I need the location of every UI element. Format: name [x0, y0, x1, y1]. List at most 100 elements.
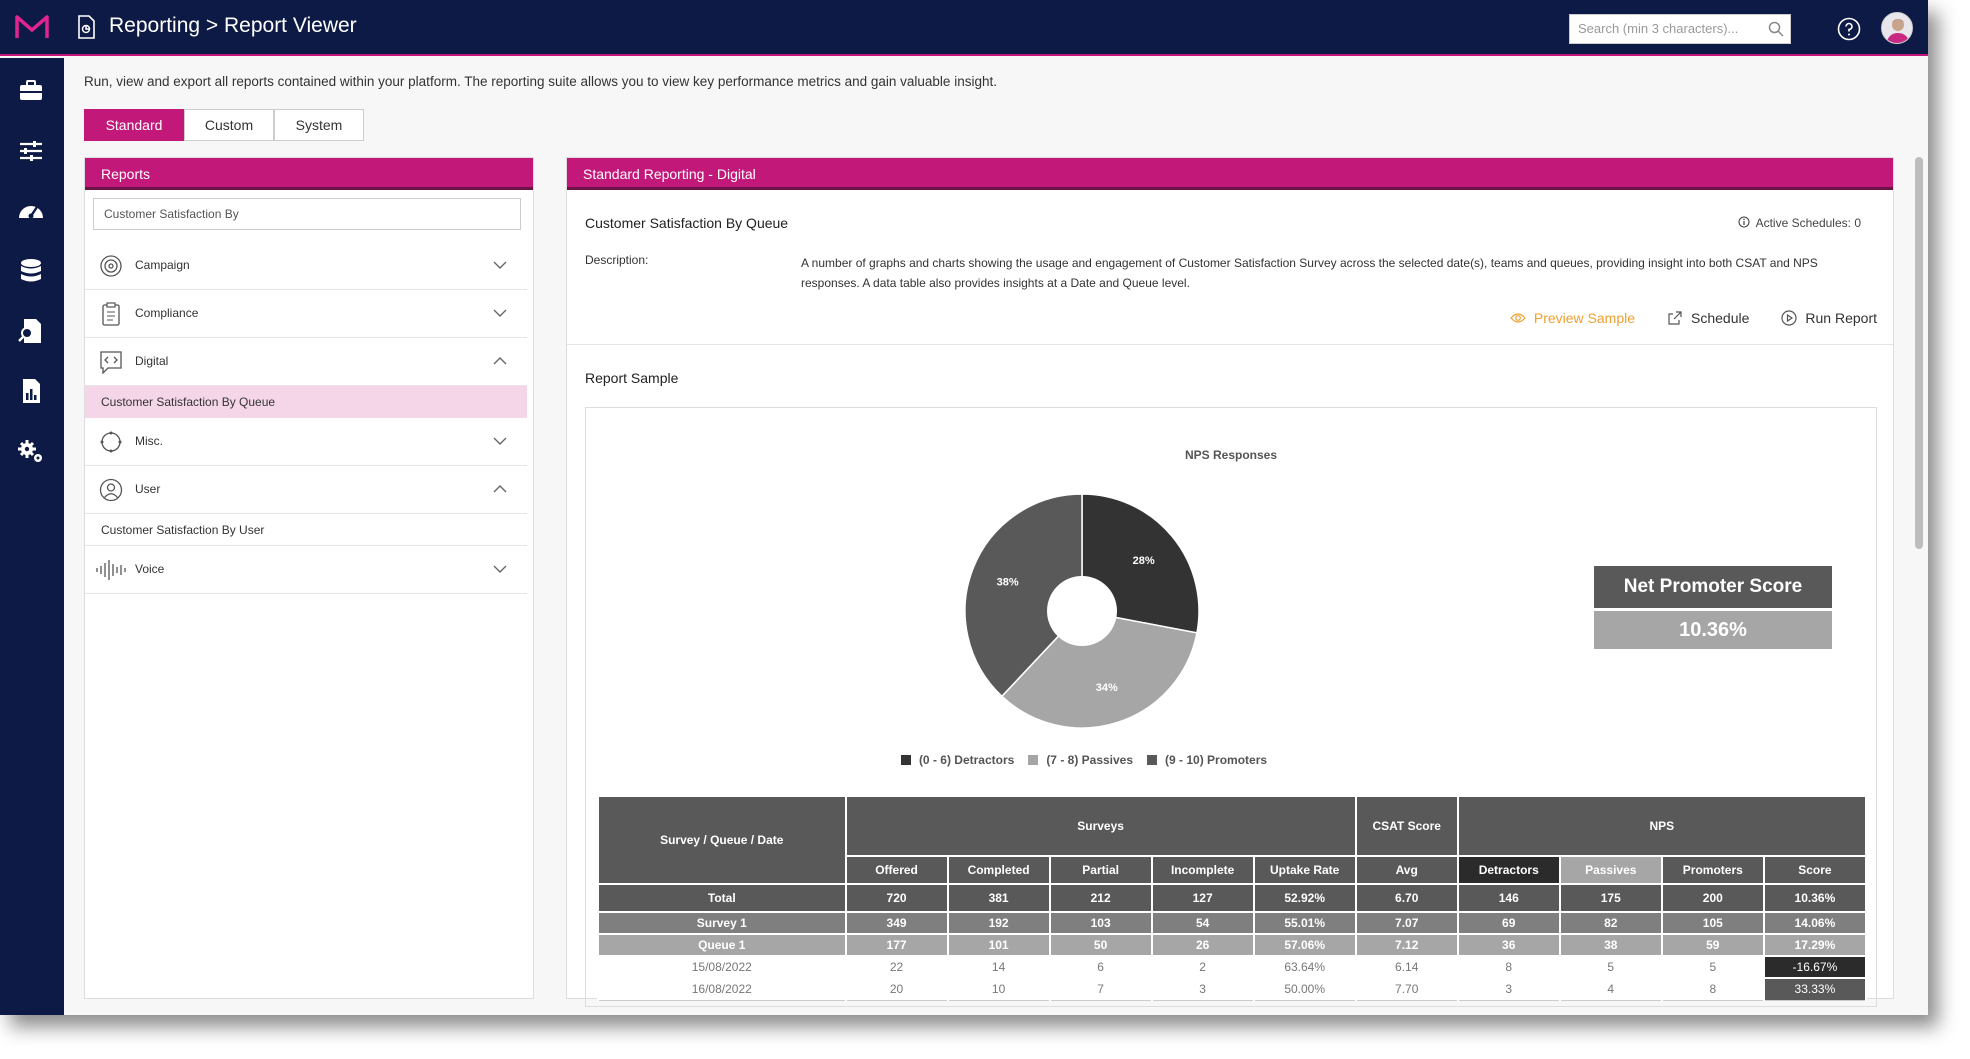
column-header: Incomplete — [1150, 855, 1255, 885]
row-label-cell: 15/08/2022 — [597, 955, 847, 979]
report-type-tabs: Standard Custom System — [84, 109, 364, 141]
table-cell: 20 — [844, 977, 949, 1001]
settings-gears-icon[interactable] — [16, 436, 46, 466]
help-icon[interactable] — [1837, 17, 1861, 41]
report-search-input[interactable]: Customer Satisfaction By — [93, 198, 521, 230]
table-cell: 146 — [1456, 883, 1561, 913]
table-cell: 7 — [1048, 977, 1153, 1001]
table-cell: 17.29% — [1762, 933, 1868, 957]
column-header: Partial — [1048, 855, 1153, 885]
chevron-down-icon[interactable] — [493, 260, 507, 270]
target-icon — [100, 255, 122, 277]
table-cell: 381 — [946, 883, 1051, 913]
vertical-scrollbar[interactable] — [1915, 157, 1923, 549]
table-cell: 38 — [1558, 933, 1663, 957]
table-cell: 26 — [1150, 933, 1255, 957]
active-schedules-text: Active Schedules: 0 — [1755, 216, 1861, 230]
report-actions: Preview Sample Schedule Run Report — [1510, 310, 1877, 326]
tab-system[interactable]: System — [274, 109, 364, 141]
legend-swatch — [1147, 755, 1158, 765]
external-link-icon — [1668, 311, 1682, 325]
report-name: Customer Satisfaction By Queue — [585, 215, 789, 231]
pie-slice — [964, 493, 1083, 698]
table-cell: 101 — [946, 933, 1051, 957]
chevron-down-icon[interactable] — [493, 564, 507, 574]
pie-data-label: 34% — [1096, 682, 1118, 694]
column-header: Completed — [946, 855, 1051, 885]
schedule-button[interactable]: Schedule — [1667, 310, 1749, 326]
legend-swatch — [1028, 755, 1039, 765]
table-cell: 3 — [1150, 977, 1255, 1001]
column-header: Avg — [1354, 855, 1459, 885]
avatar-image — [1882, 13, 1912, 43]
category-label: Compliance — [135, 306, 199, 320]
tab-standard[interactable]: Standard — [84, 109, 184, 141]
table-cell: 14.06% — [1762, 911, 1868, 935]
table-cell: 7.70 — [1354, 977, 1459, 1001]
table-cell: 200 — [1660, 883, 1765, 913]
preview-sample-button[interactable]: Preview Sample — [1510, 310, 1635, 326]
dashboard-gauge-icon[interactable] — [16, 196, 46, 226]
info-icon — [1738, 216, 1750, 228]
table-cell: -16.67% — [1762, 955, 1868, 979]
reports-panel-title: Reports — [85, 158, 533, 190]
table-row-date: 15/08/2022 22 14 6 2 63.64% 6.14 8 5 5 -16.67% — [597, 955, 1868, 979]
database-icon[interactable] — [16, 256, 46, 286]
report-item-customer-satisfaction-by-user[interactable]: Customer Satisfaction By User — [85, 514, 527, 546]
table-cell: 54 — [1150, 911, 1255, 935]
table-cell: 349 — [844, 911, 949, 935]
header-nps: NPS — [1456, 795, 1868, 857]
table-cell: 5 — [1558, 955, 1663, 979]
category-label: Misc. — [135, 434, 163, 448]
category-misc[interactable]: Misc. — [85, 418, 527, 466]
document-search-icon[interactable] — [16, 316, 46, 346]
table-cell: 8 — [1660, 977, 1765, 1001]
legend-label: (0 - 6) Detractors — [918, 753, 1015, 767]
table-cell: 7.12 — [1354, 933, 1459, 957]
category-voice[interactable]: Voice — [85, 546, 527, 594]
table-cell: 52.92% — [1252, 883, 1357, 913]
report-page-icon — [78, 15, 95, 39]
report-chart-icon[interactable] — [16, 376, 46, 406]
report-item-customer-satisfaction-by-queue[interactable]: Customer Satisfaction By Queue — [85, 386, 527, 418]
table-cell: 720 — [844, 883, 949, 913]
chevron-up-icon[interactable] — [493, 484, 507, 494]
intro-text: Run, view and export all reports contain… — [84, 74, 997, 89]
donut-hole — [1047, 576, 1117, 646]
table-cell: 59 — [1660, 933, 1765, 957]
briefcase-icon[interactable] — [16, 76, 46, 106]
global-search-input[interactable]: Search (min 3 characters)... — [1569, 14, 1791, 44]
category-user[interactable]: User — [85, 466, 527, 514]
category-label: Digital — [135, 354, 169, 368]
active-schedules: Active Schedules: 0 — [1738, 216, 1861, 230]
search-icon[interactable] — [1768, 21, 1784, 37]
side-navigation — [0, 58, 64, 1015]
category-label: Voice — [135, 562, 165, 576]
category-compliance[interactable]: Compliance — [85, 290, 527, 338]
category-campaign[interactable]: Campaign — [85, 242, 527, 290]
sliders-icon[interactable] — [16, 136, 46, 166]
chevron-up-icon[interactable] — [493, 356, 507, 366]
run-report-button[interactable]: Run Report — [1781, 310, 1877, 326]
table-cell: 10 — [946, 977, 1051, 1001]
header-surveys: Surveys — [844, 795, 1357, 857]
play-circle-icon — [1781, 310, 1798, 326]
column-header: Promoters — [1660, 855, 1765, 885]
tab-custom[interactable]: Custom — [184, 109, 274, 141]
chevron-down-icon[interactable] — [493, 308, 507, 318]
header-survey-queue-date: Survey / Queue / Date — [597, 795, 847, 885]
table-cell: 192 — [946, 911, 1051, 935]
report-panel-title: Standard Reporting - Digital — [567, 158, 1893, 190]
brand-logo[interactable] — [14, 12, 50, 42]
nps-value: 10.36% — [1594, 611, 1832, 649]
user-avatar[interactable] — [1881, 12, 1913, 44]
category-digital[interactable]: Digital — [85, 338, 527, 386]
legend-item: (7 - 8) Passives — [1028, 753, 1133, 767]
chevron-down-icon[interactable] — [493, 436, 507, 446]
table-cell: 22 — [844, 955, 949, 979]
waveform-icon — [96, 560, 126, 580]
table-row-total: Total 720 381 212 127 52.92% 6.70 146 175 200 10.3… — [597, 883, 1868, 913]
legend-label: (9 - 10) Promoters — [1165, 753, 1268, 767]
table-cell: 6.70 — [1354, 883, 1459, 913]
table-row-date: 16/08/2022 20 10 7 3 50.00% 7.70 3 4 8 33.33% — [597, 977, 1868, 1001]
